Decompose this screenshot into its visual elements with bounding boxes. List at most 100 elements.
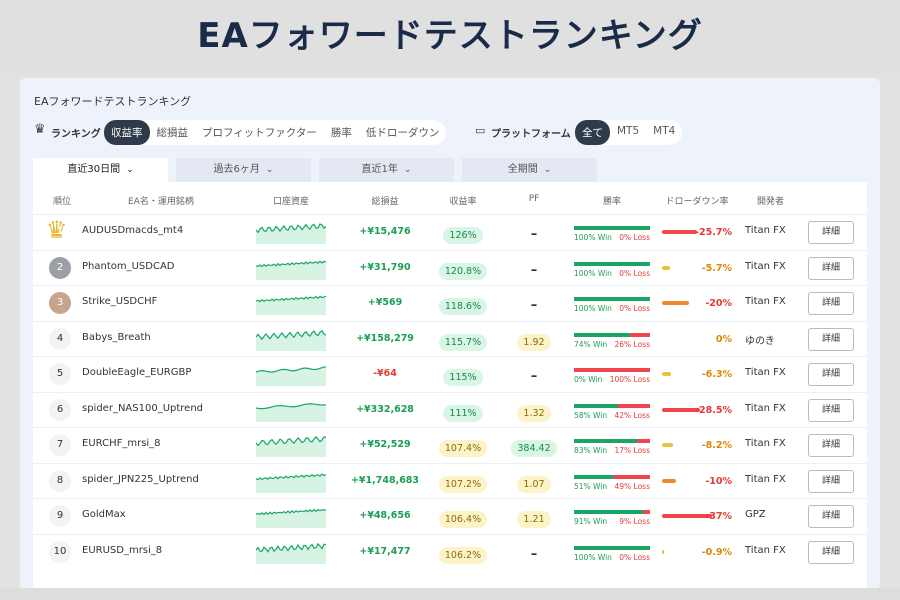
detail-button[interactable]: 詳細: [808, 398, 854, 422]
rank: 5: [49, 363, 71, 385]
ea-name: Phantom_USDCAD: [82, 260, 175, 272]
row-divider: [33, 214, 867, 215]
ranking-tab[interactable]: 低ドローダウン: [365, 127, 440, 139]
sparkline: [256, 223, 326, 244]
pf-value: –: [530, 546, 538, 562]
pf-value: –: [530, 298, 538, 313]
platform-tab[interactable]: MT5: [617, 125, 640, 137]
platform-tab[interactable]: 全て: [575, 120, 610, 145]
platform-label: プラットフォーム: [491, 129, 571, 140]
detail-button[interactable]: 詳細: [808, 292, 854, 315]
return-cell: 120.8%: [413, 259, 513, 280]
pf-value: –: [530, 369, 538, 384]
loss-rate: 26% Loss: [614, 339, 650, 349]
drawdown-bar: [662, 301, 689, 305]
ea-name: spider_JPN225_Uptrend: [82, 473, 199, 485]
rank: 4: [49, 327, 71, 350]
loss-rate: 0% Loss: [619, 304, 650, 313]
platform-tabs: 全て MT5 MT4: [575, 120, 683, 145]
detail-button[interactable]: 詳細: [808, 256, 854, 280]
detail-button[interactable]: 詳細: [808, 221, 854, 244]
crown: ♛: [46, 216, 68, 244]
pf-cell: –: [494, 259, 574, 278]
period-tab[interactable]: 全期間 ⌄: [462, 158, 597, 182]
sparkline: [256, 542, 326, 564]
ranking-tab[interactable]: 収益率: [104, 120, 150, 145]
ranking-tab[interactable]: 勝率: [330, 127, 352, 139]
ranking-tab[interactable]: 総損益: [156, 127, 189, 139]
period-tab[interactable]: 過去6ヶ月 ⌄: [176, 158, 311, 182]
return-cell: 115%: [413, 365, 513, 386]
detail-button[interactable]: 詳細: [808, 505, 854, 528]
chevron: ⌄: [403, 165, 412, 175]
row-divider: [33, 320, 867, 322]
total-pnl: +¥31,790: [359, 261, 411, 273]
drawdown: -0.9%: [701, 546, 732, 558]
drawdown: -10%: [705, 475, 732, 487]
sparkline: [256, 295, 326, 315]
chevron: ⌄: [126, 165, 134, 175]
developer: Titan FX: [745, 544, 786, 556]
platform-tab[interactable]: MT4: [653, 125, 676, 137]
drawdown-bar: [662, 407, 701, 412]
total-pnl: +¥1,748,683: [350, 474, 420, 486]
developer: Titan FX: [745, 473, 786, 485]
win-bar: [574, 439, 638, 443]
return-cell: 107.2%: [413, 472, 513, 493]
sparkline: [256, 329, 326, 351]
period-tab[interactable]: 直近30日間 ⌄: [33, 158, 168, 182]
row-divider: [33, 498, 867, 499]
developer: Titan FX: [745, 367, 786, 378]
pf-cell: 384.42: [494, 436, 574, 457]
developer: Titan FX: [745, 402, 786, 414]
period-label: 過去6ヶ月: [213, 164, 260, 175]
row-divider: [33, 285, 867, 286]
pf-value: 1.32: [517, 404, 551, 422]
developer: ゆのき: [745, 335, 775, 347]
row-divider: [33, 427, 867, 428]
detail-button[interactable]: 詳細: [808, 469, 854, 493]
column-header: EA名・運用銘柄: [128, 197, 194, 207]
period-tab[interactable]: 直近1年 ⌄: [319, 158, 454, 182]
detail-button[interactable]: 詳細: [808, 327, 854, 351]
ranking-tab[interactable]: プロフィットファクター: [202, 127, 317, 139]
ea-name: AUDUSDmacds_mt4: [82, 225, 184, 236]
ranking-tabs: 収益率 総損益 プロフィットファクター 勝率 低ドローダウン: [104, 120, 447, 145]
developer: Titan FX: [745, 260, 786, 272]
chevron: ⌄: [543, 165, 552, 175]
pf-cell: –: [494, 223, 574, 242]
loss-rate: 0% Loss: [619, 233, 650, 242]
page-title: EAフォワードテストランキング: [0, 0, 900, 74]
drawdown-bar: [662, 478, 676, 483]
win-bar: [574, 510, 644, 514]
developer: Titan FX: [745, 296, 786, 307]
sparkline: [256, 366, 326, 386]
pf-cell: –: [494, 365, 574, 384]
ea-name: GoldMax: [82, 509, 126, 520]
loss-bar: [618, 403, 650, 408]
return-pill: 118.6%: [438, 298, 488, 315]
loss-rate: 0% Loss: [619, 552, 650, 562]
return-cell: 118.6%: [413, 294, 513, 315]
win-rate: 100% Win: [574, 304, 612, 313]
row-divider: [33, 249, 867, 251]
total-pnl: +¥48,656: [359, 510, 411, 521]
detail-button[interactable]: 詳細: [808, 363, 854, 386]
column-header: 口座資産: [272, 197, 309, 207]
return-pill: 120.8%: [438, 262, 488, 280]
total-pnl: +¥332,628: [356, 403, 414, 415]
total-pnl: -¥64: [373, 368, 397, 379]
loss-rate: 0% Loss: [619, 268, 650, 278]
detail-button[interactable]: 詳細: [808, 540, 854, 564]
drawdown: -37%: [705, 511, 732, 522]
return-pill: 106.4%: [438, 511, 488, 528]
drawdown-bar: [662, 265, 670, 270]
drawdown: -25.7%: [695, 227, 732, 238]
detail-button[interactable]: 詳細: [808, 434, 854, 457]
drawdown: 0%: [715, 333, 732, 345]
rank: 2: [49, 256, 71, 279]
loss-bar: [643, 510, 650, 514]
loss-rate: 100% Loss: [609, 375, 650, 384]
ranking-label: ランキング: [51, 129, 101, 140]
total-pnl: +¥158,279: [356, 332, 414, 344]
